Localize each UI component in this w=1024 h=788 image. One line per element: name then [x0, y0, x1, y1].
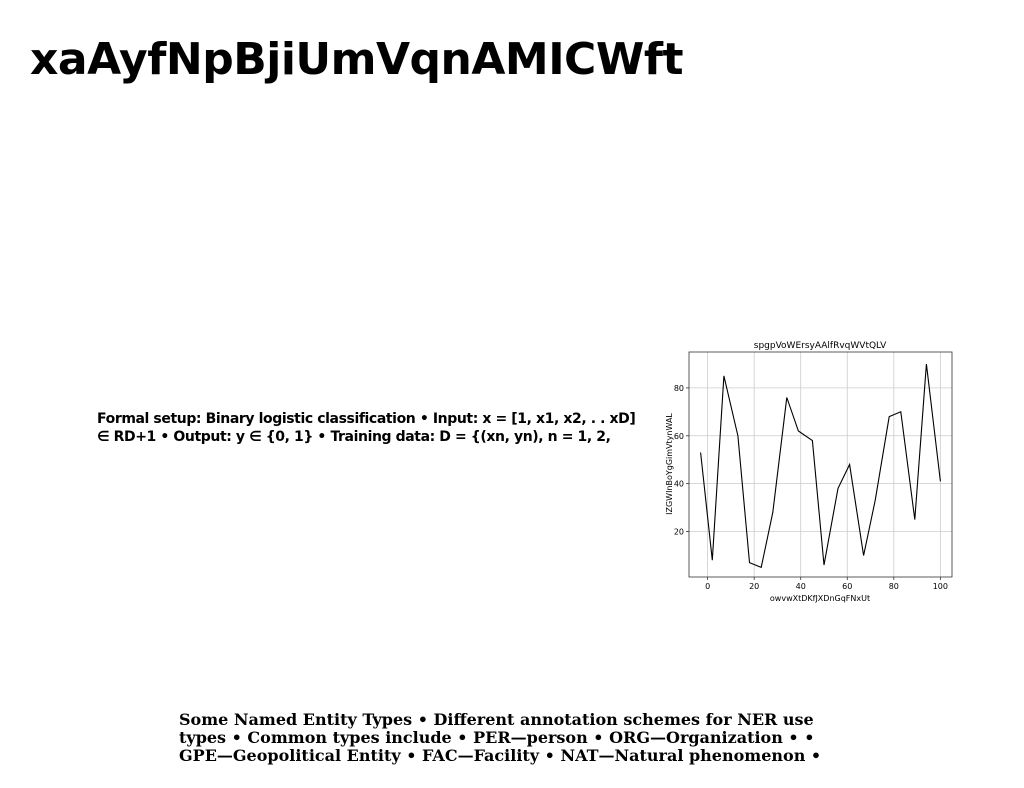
slide-title: xaAyfNpBjiUmVqnAMICWft: [30, 34, 684, 85]
chart-title: spgpVoWErsyAAlfRvqWVtQLV: [754, 341, 887, 351]
series-line: [700, 363, 941, 569]
x-axis-label: owvwXtDKfJXDnGqFNxUt: [770, 594, 870, 603]
named-entity-paragraph: Some Named Entity Types • Different anno…: [179, 710, 822, 765]
y-axis-label: IZGWInBoYgGimVtynWAL: [665, 413, 674, 515]
y-tick-label: 80: [674, 384, 684, 393]
x-tick-label: 40: [796, 582, 806, 591]
x-tick-label: 60: [842, 582, 852, 591]
x-tick-label: 80: [889, 582, 899, 591]
plot-frame: [688, 351, 953, 578]
y-tick-label: 20: [674, 528, 684, 537]
y-tick-label: 40: [674, 480, 684, 489]
line-chart: spgpVoWErsyAAlfRvqWVtQLV 0 20 40 60 80 100 20 4…: [665, 341, 953, 603]
x-tick-label: 20: [749, 582, 759, 591]
x-tick-label: 0: [705, 582, 710, 591]
x-tick-label: 100: [933, 582, 948, 591]
y-tick-label: 60: [674, 432, 684, 441]
chart-grid: [689, 352, 952, 577]
formal-setup-paragraph: Formal setup: Binary logistic classifica…: [97, 411, 636, 445]
chart-ticks: 0 20 40 60 80 100 20 40 60 80: [674, 384, 948, 591]
